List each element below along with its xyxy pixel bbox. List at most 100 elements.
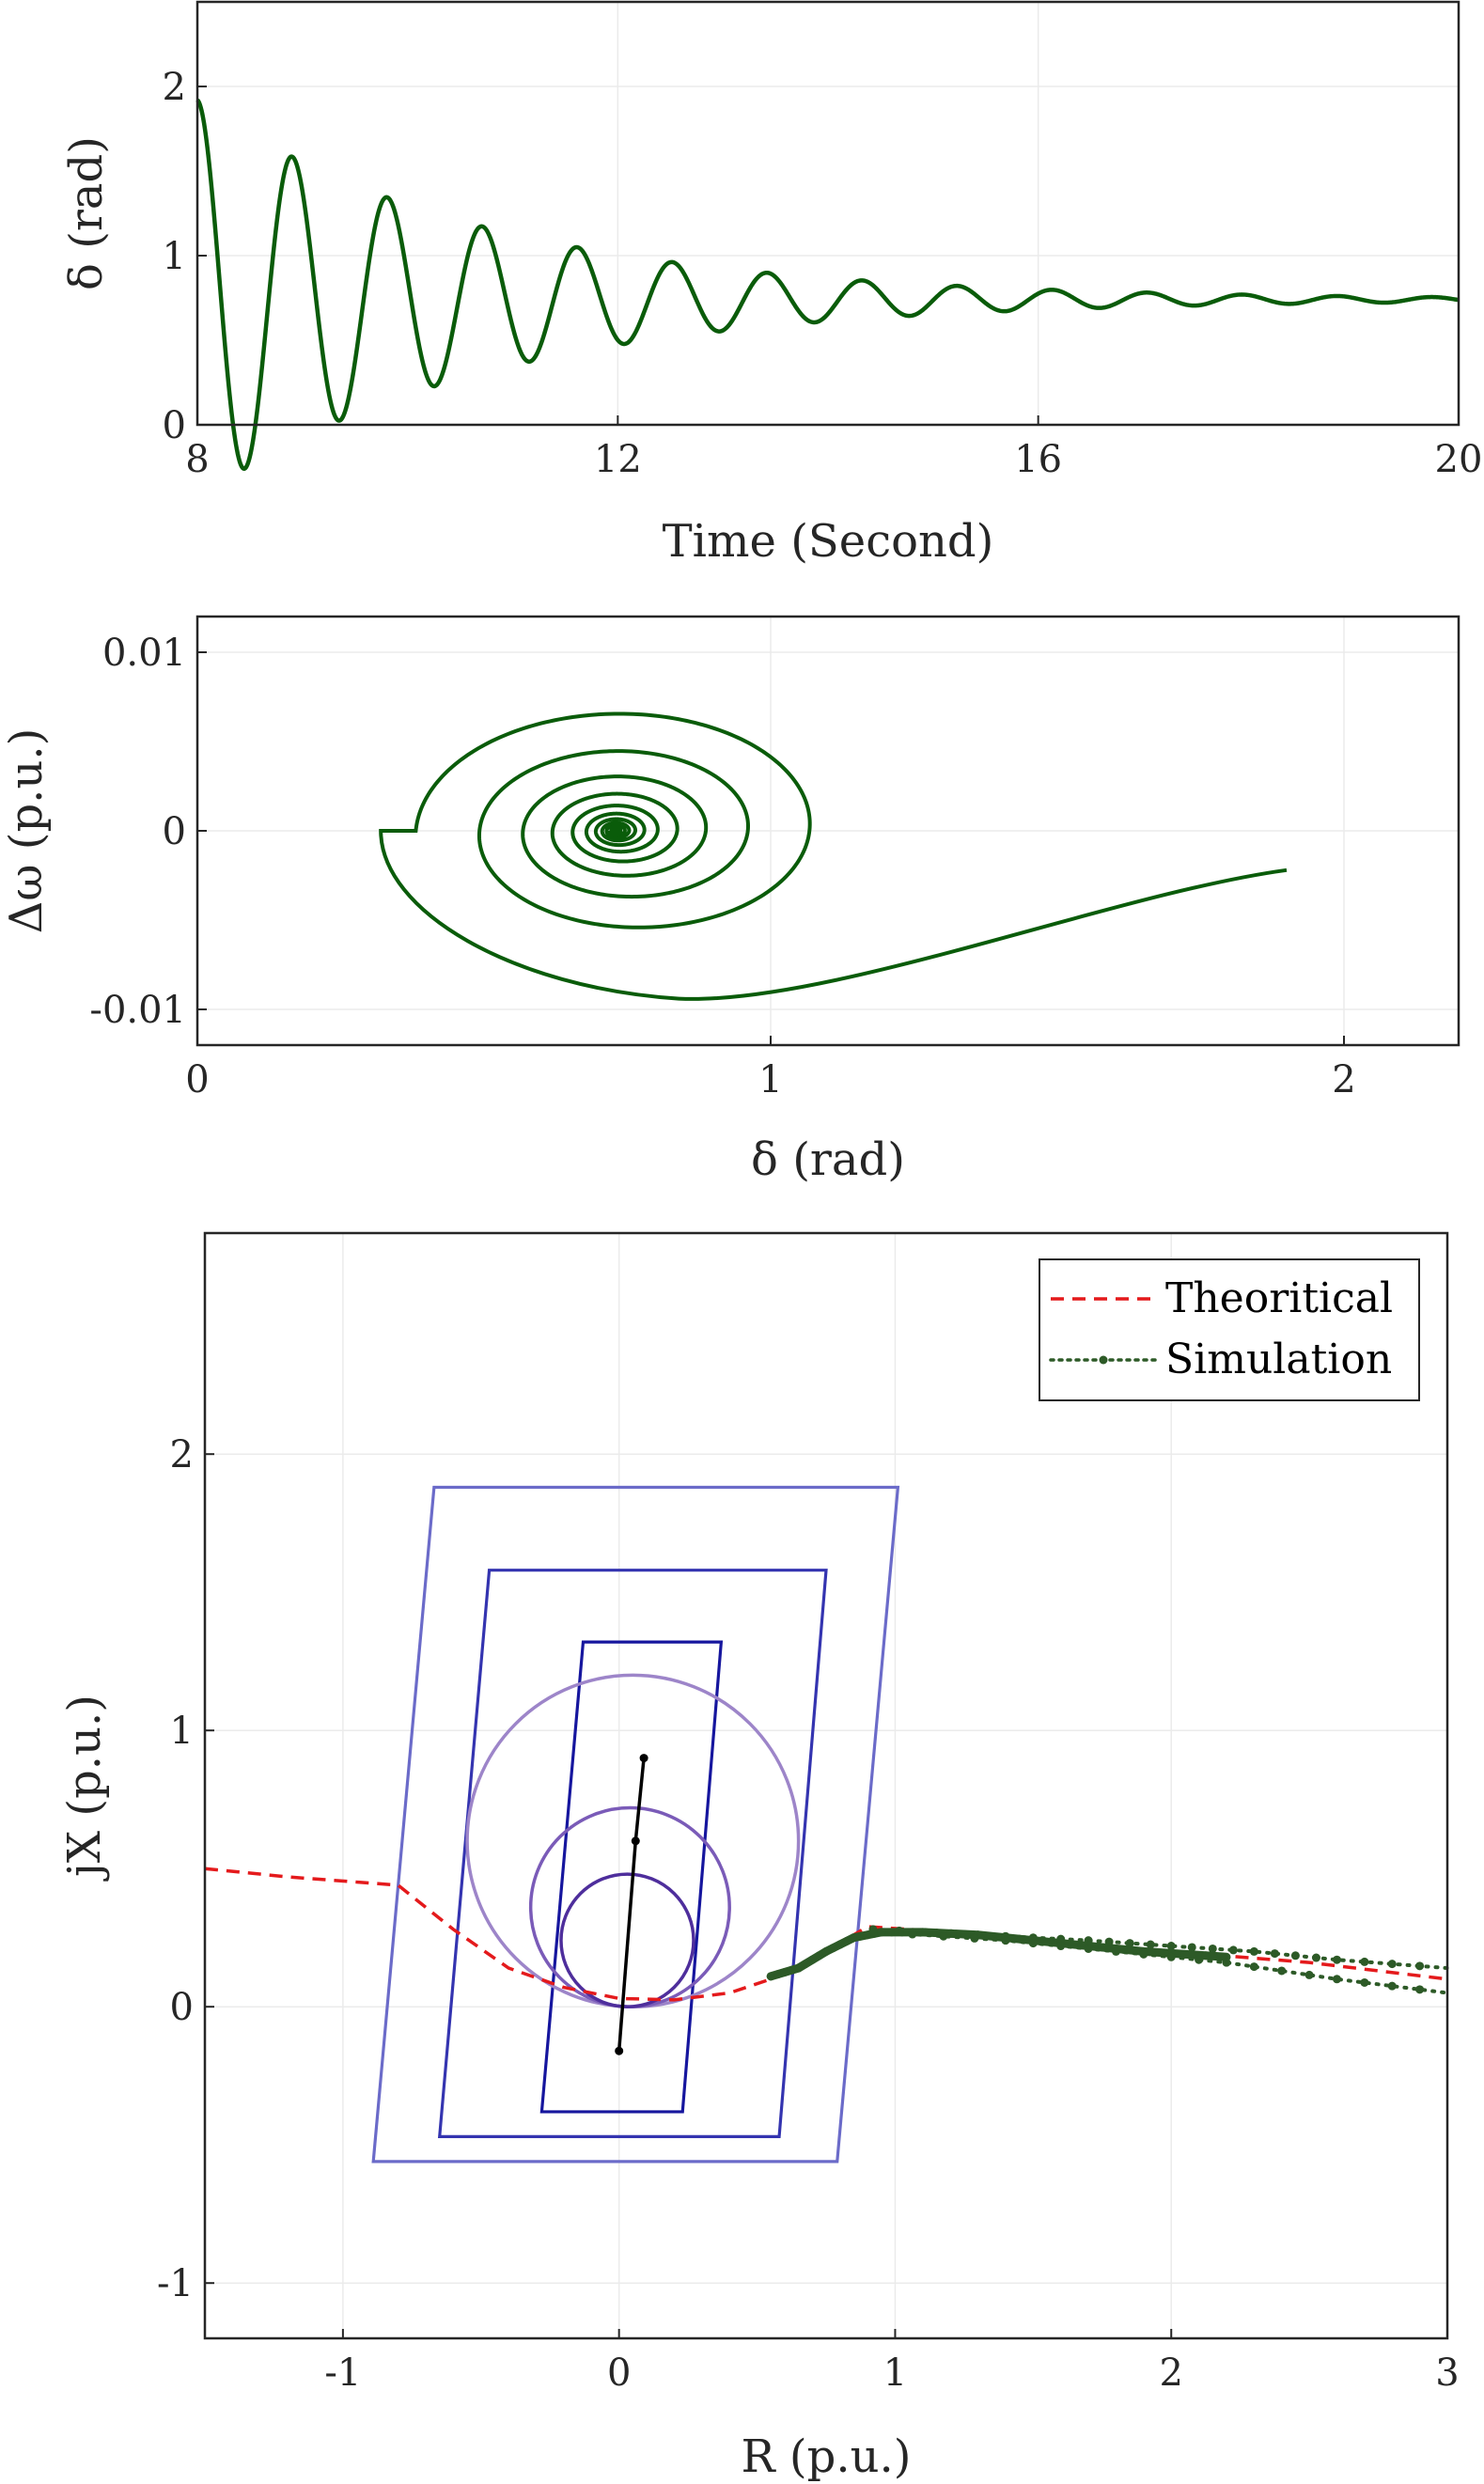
simulation-point xyxy=(1290,1951,1300,1961)
simulation-point xyxy=(815,1951,824,1961)
relay-zones xyxy=(371,1485,900,2164)
time-series-y-label: δ (rad) xyxy=(60,136,113,290)
impedance-y-ticks: -1 0 1 2 xyxy=(157,1433,214,2305)
simulation-point xyxy=(1249,1962,1258,1972)
simulation-point xyxy=(849,1933,858,1943)
legend-label-theoritical: Theoritical xyxy=(1165,1274,1393,1322)
simulation-point xyxy=(1166,1942,1176,1951)
simulation-point xyxy=(828,1944,837,1953)
simulation-point xyxy=(1139,1949,1148,1959)
impedance-y-tick-label: 0 xyxy=(170,1986,194,2029)
simulation-point xyxy=(1249,1946,1258,1956)
simulation-point xyxy=(1270,1949,1279,1959)
impedance-x-label: R (p.u.) xyxy=(741,2430,911,2483)
time-series-y-tick-label: 0 xyxy=(163,404,186,447)
simulation-point xyxy=(908,1929,917,1939)
impedance-x-tick-label: 3 xyxy=(1435,2351,1459,2395)
mho-circle-zone-3 xyxy=(559,1872,695,2008)
simulation-point xyxy=(1277,1966,1287,1976)
simulation-point xyxy=(1332,1955,1341,1964)
simulation-point xyxy=(1166,1952,1176,1961)
simulation-point xyxy=(1360,1977,1369,1987)
simulation-point xyxy=(807,1955,817,1964)
simulation-point xyxy=(1028,1939,1038,1948)
phase-portrait-y-ticks: -0.01 0 0.01 xyxy=(89,632,207,1032)
simulation-point xyxy=(1311,1953,1320,1962)
phase-portrait-x-tick-label: 0 xyxy=(185,1058,209,1101)
simulation-point xyxy=(1208,1944,1217,1953)
simulation-point xyxy=(1387,1981,1397,1991)
simulation-point xyxy=(836,1940,845,1949)
impedance-x-tick-label: 0 xyxy=(607,2351,631,2395)
impedance-x-tick-label: 1 xyxy=(883,2351,907,2395)
simulation-point xyxy=(1222,1958,1231,1967)
legend: Theoritical Simulation xyxy=(1039,1258,1420,1401)
simulation-point xyxy=(1104,1937,1114,1946)
impedance-y-tick-label: 2 xyxy=(170,1433,194,1476)
phase-portrait-x-ticks: 0 1 2 xyxy=(185,1036,1356,1101)
impedance-x-tick-label: -1 xyxy=(324,2351,361,2395)
simulation-point xyxy=(1360,1957,1369,1966)
simulation-point xyxy=(842,1936,851,1945)
simulation-point xyxy=(773,1970,783,1979)
time-series-y-tick-label: 1 xyxy=(163,235,186,278)
legend-label-simulation: Simulation xyxy=(1165,1336,1392,1383)
simulation-point xyxy=(1001,1936,1010,1945)
phase-portrait-y-tick-label: 0 xyxy=(163,810,186,853)
simulation-point xyxy=(1415,1961,1425,1971)
simulation-point xyxy=(1084,1944,1093,1953)
phase-portrait-x-label: δ (rad) xyxy=(751,1133,905,1186)
time-series-x-tick-label: 8 xyxy=(185,438,209,481)
phase-portrait-x-tick-label: 1 xyxy=(758,1058,782,1101)
phase-portrait-equilibrium-point xyxy=(609,824,623,837)
simulation-point xyxy=(1125,1939,1134,1948)
simulation-point xyxy=(787,1965,796,1975)
simulation-trajectory xyxy=(766,1925,1449,1995)
simulation-point xyxy=(1187,1943,1196,1952)
time-series-x-label: Time (Second) xyxy=(663,515,994,568)
time-series-x-tick-label: 16 xyxy=(1014,438,1062,481)
legend-marker-simulation xyxy=(1099,1355,1108,1365)
time-series-y-ticks: 0 1 2 xyxy=(163,66,207,447)
simulation-point xyxy=(821,1946,831,1956)
simulation-point xyxy=(1228,1945,1238,1955)
simulation-point xyxy=(1146,1940,1155,1949)
simulation-point xyxy=(1056,1934,1066,1944)
quadrilateral-zone-2 xyxy=(437,1569,828,2138)
simulation-point xyxy=(1332,1975,1341,1984)
phase-portrait-spiral xyxy=(379,711,1288,1001)
legend-box xyxy=(1039,1258,1420,1401)
time-series-plot-area xyxy=(197,2,1459,425)
reach-line-point xyxy=(631,1836,640,1846)
quadrilateral-zone-1 xyxy=(371,1485,900,2164)
simulation-point xyxy=(794,1963,804,1973)
simulation-point xyxy=(766,1972,775,1981)
simulation-point xyxy=(801,1960,810,1969)
time-series-frame xyxy=(195,0,1461,427)
simulation-point xyxy=(1201,1951,1211,1961)
simulation-point xyxy=(1387,1960,1397,1969)
phase-portrait-x-tick-label: 2 xyxy=(1332,1058,1355,1101)
reach-line-point xyxy=(639,1754,648,1763)
simulation-point xyxy=(1415,1985,1425,1994)
impedance-plane-panel: -1 0 1 2 3 -1 0 1 2 R (p.u.) jX (p.u.) Theoriti… xyxy=(58,1231,1460,2483)
reach-line-point xyxy=(615,2046,624,2055)
impedance-frame xyxy=(203,1231,1449,2340)
impedance-y-label: jX (p.u.) xyxy=(58,1695,111,1882)
simulation-point xyxy=(939,1931,948,1941)
impedance-x-tick-label: 2 xyxy=(1159,2351,1182,2395)
simulation-point xyxy=(856,1931,866,1941)
time-series-x-tick-label: 12 xyxy=(594,438,642,481)
phase-portrait-y-tick-label: 0.01 xyxy=(102,632,186,675)
simulation-point xyxy=(970,1933,979,1943)
time-series-panel: 8 12 16 20 012 Time (Second) δ (rad) xyxy=(60,0,1483,568)
delta-time-series-line xyxy=(195,98,1460,471)
simulation-point xyxy=(868,1925,878,1934)
time-series-x-tick-label: 20 xyxy=(1435,438,1483,481)
impedance-x-ticks: -1 0 1 2 3 xyxy=(324,2329,1460,2395)
phase-portrait-y-label: Δω (p.u.) xyxy=(0,728,53,934)
simulation-point xyxy=(1304,1970,1314,1979)
simulation-point xyxy=(863,1930,872,1940)
simulation-point xyxy=(1111,1946,1120,1956)
